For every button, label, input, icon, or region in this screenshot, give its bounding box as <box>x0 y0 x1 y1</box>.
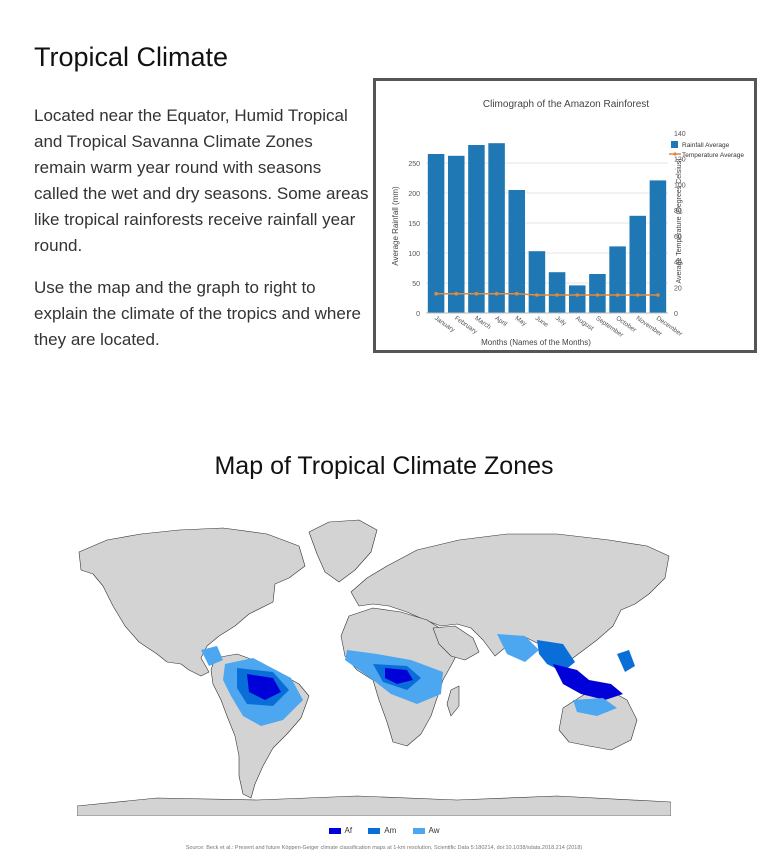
x-tick-label: July <box>554 315 568 328</box>
temperature-point <box>514 291 519 296</box>
y2-axis-title: Average Temperature (Degrees Celsius) <box>676 158 683 283</box>
y-tick-label: 100 <box>408 251 420 258</box>
x-tick-label: May <box>514 315 529 328</box>
temperature-line <box>436 292 658 296</box>
legend-swatch-am <box>368 827 381 834</box>
x-axis-title: Months (Names of the Months) <box>481 338 591 347</box>
instruction-paragraph: Use the map and the graph to right to ex… <box>34 278 361 349</box>
temperature-point <box>454 291 459 296</box>
temperature-point <box>635 293 640 297</box>
climograph-svg: 0 50 100 150 200 250 0 20 40 60 80 100 120 140 January… <box>391 99 744 347</box>
madagascar-landmass <box>446 685 460 717</box>
legend-swatch-aw <box>412 827 425 834</box>
bar-rainfall <box>508 190 526 313</box>
chart-legend: Rainfall Average Temperature Average <box>669 141 744 159</box>
temperature-point <box>535 293 539 297</box>
map-source-citation: Source: Beck et al.: Present and future … <box>185 845 583 851</box>
temperature-point <box>555 293 559 297</box>
legend-item-aw: Aw <box>412 826 440 835</box>
x-tick-label: August <box>574 315 595 332</box>
legend-temperature-marker <box>673 152 677 156</box>
world-map-svg <box>76 494 672 817</box>
intro-paragraph: Located near the Equator, Humid Tropical… <box>34 106 369 255</box>
legend-item-af: Af <box>328 826 353 835</box>
legend-swatch-af <box>328 827 341 834</box>
bar-rainfall <box>649 180 667 313</box>
climograph-chart: 0 50 100 150 200 250 0 20 40 60 80 100 120 140 January… <box>373 78 757 353</box>
y2-tick-label: 40 <box>674 260 682 267</box>
bar-rainfall <box>568 285 586 313</box>
y2-tick-label: 120 <box>674 157 686 164</box>
legend-item-am: Am <box>368 826 396 835</box>
y-tick-label: 200 <box>408 191 420 198</box>
x-tick-label: June <box>534 315 550 329</box>
temperature-point <box>434 291 438 296</box>
legend-rainfall-swatch <box>671 141 678 148</box>
x-tick-label: April <box>493 315 508 329</box>
tropical-zones-overlay <box>201 634 635 726</box>
bar-rainfall <box>447 155 465 313</box>
y-tick-label: 0 <box>416 311 420 318</box>
y-tick-label: 50 <box>412 281 420 288</box>
bar-rainfall <box>488 143 505 313</box>
page-title: Tropical Climate <box>34 42 229 72</box>
y2-tick-label: 20 <box>674 285 682 292</box>
antarctica-landmass <box>76 795 672 817</box>
bar-rainfall <box>468 145 485 313</box>
y2-tick-label: 80 <box>674 208 682 215</box>
bar-rainfall <box>548 272 566 313</box>
y2-tick-label: 60 <box>674 234 682 241</box>
bar-rainfall <box>629 215 647 313</box>
legend-label-af: Af <box>344 826 353 835</box>
legend-label-aw: Aw <box>428 826 440 835</box>
bar-rainfall <box>427 154 445 313</box>
x-tick-label: January <box>433 315 457 334</box>
temperature-point <box>615 293 620 297</box>
temperature-point <box>575 293 580 297</box>
bar-rainfall <box>528 251 546 313</box>
temperature-point <box>494 291 499 296</box>
map-title: Map of Tropical Climate Zones <box>214 452 554 480</box>
y2-tick-label: 0 <box>674 311 678 318</box>
y-tick-label: 250 <box>408 161 420 168</box>
north-america-landmass <box>78 527 306 677</box>
y-axis-title: Average Rainfall (mm) <box>391 186 400 266</box>
temperature-point <box>656 293 660 297</box>
temperature-point <box>474 291 479 296</box>
temperature-point <box>595 293 600 297</box>
world-climate-map <box>76 494 672 817</box>
legend-label-am: Am <box>384 826 397 835</box>
y2-tick-label: 100 <box>674 182 686 189</box>
y2-tick-label: 140 <box>674 131 686 138</box>
arabia-landmass <box>432 625 480 661</box>
map-legend: Af Am Aw <box>0 826 768 835</box>
legend-rainfall-label: Rainfall Average <box>682 142 730 149</box>
greenland-landmass <box>308 519 378 583</box>
bar-rainfall <box>609 246 626 313</box>
y-tick-label: 150 <box>408 221 420 228</box>
chart-title: Climograph of the Amazon Rainforest <box>483 99 649 110</box>
legend-temperature-label: Temperature Average <box>682 152 744 159</box>
